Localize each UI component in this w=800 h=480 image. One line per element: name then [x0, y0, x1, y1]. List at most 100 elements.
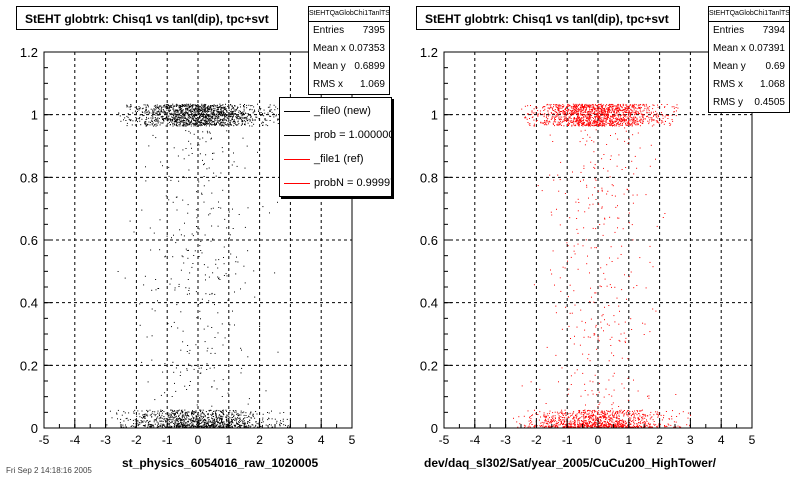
data-point [178, 417, 180, 419]
data-point [542, 426, 544, 428]
data-point [590, 121, 592, 123]
data-point [554, 118, 555, 120]
data-point [159, 420, 161, 422]
data-point [537, 115, 539, 117]
data-point [253, 426, 255, 428]
data-point [611, 424, 613, 426]
data-point [173, 111, 175, 113]
data-point [655, 411, 657, 413]
data-point [593, 113, 595, 115]
data-point [145, 109, 147, 110]
data-point [639, 107, 641, 109]
data-point [244, 120, 245, 122]
data-point [193, 114, 195, 116]
data-point [207, 325, 209, 327]
data-point [586, 105, 588, 107]
data-point [162, 417, 164, 419]
data-point [157, 426, 159, 428]
data-point [616, 421, 618, 423]
data-point [227, 420, 229, 422]
data-point [263, 109, 265, 111]
data-point [585, 109, 587, 111]
data-point [151, 124, 153, 126]
data-point [657, 106, 659, 108]
data-point [614, 105, 616, 107]
data-point [216, 420, 218, 422]
data-point [615, 124, 617, 126]
data-point [190, 422, 192, 424]
data-point [560, 125, 562, 126]
data-point [214, 115, 216, 117]
data-point [228, 172, 230, 173]
data-point [611, 413, 613, 415]
data-point [203, 164, 204, 166]
data-point [240, 116, 242, 118]
data-point [612, 415, 614, 417]
data-point [559, 420, 561, 422]
data-point [244, 117, 246, 119]
data-point [617, 103, 619, 105]
data-point [147, 411, 148, 413]
data-point [583, 121, 585, 123]
data-point [128, 106, 130, 108]
data-point [217, 110, 219, 112]
data-point [568, 119, 569, 121]
data-point [123, 426, 125, 428]
data-point [188, 114, 189, 116]
data-point [212, 238, 214, 240]
data-point [548, 104, 550, 106]
data-point [147, 104, 149, 106]
data-point [643, 414, 645, 416]
data-point [176, 196, 178, 198]
data-point [185, 425, 187, 427]
data-point [564, 413, 566, 415]
data-point [213, 410, 214, 412]
data-point [604, 123, 606, 125]
data-point [189, 116, 191, 118]
data-point [226, 111, 228, 113]
data-point [659, 119, 661, 121]
data-point [126, 105, 128, 107]
data-point [197, 110, 199, 112]
data-point [539, 411, 541, 413]
data-point [182, 124, 184, 126]
stats-row: RMS x 1.069 [309, 76, 389, 94]
data-point [624, 108, 626, 110]
data-point [239, 425, 240, 427]
data-point [253, 106, 255, 108]
data-point [633, 106, 635, 108]
data-point [184, 422, 186, 424]
data-point [577, 106, 579, 108]
data-point [621, 124, 623, 126]
data-point [208, 419, 210, 421]
data-point [185, 424, 187, 426]
data-point [210, 240, 212, 242]
data-point [262, 413, 264, 415]
data-point [546, 124, 548, 126]
data-point [156, 417, 158, 419]
data-point [217, 417, 219, 419]
data-point [624, 109, 626, 111]
data-point [197, 414, 198, 416]
data-point [588, 115, 590, 117]
data-point [211, 423, 213, 425]
data-point [587, 118, 589, 120]
data-point [599, 106, 601, 108]
data-point [250, 117, 252, 119]
data-point [612, 125, 613, 127]
data-point [595, 116, 597, 118]
data-point [229, 421, 230, 423]
data-point [564, 117, 566, 119]
data-point [146, 125, 148, 127]
data-point [579, 120, 581, 122]
data-point [617, 114, 619, 116]
data-point [675, 421, 677, 423]
data-point [234, 411, 236, 413]
data-point [125, 120, 127, 121]
data-point [578, 117, 580, 119]
data-point [252, 416, 254, 418]
data-point [204, 422, 206, 423]
data-point [558, 419, 560, 421]
data-point [273, 104, 275, 106]
data-point [547, 420, 549, 422]
